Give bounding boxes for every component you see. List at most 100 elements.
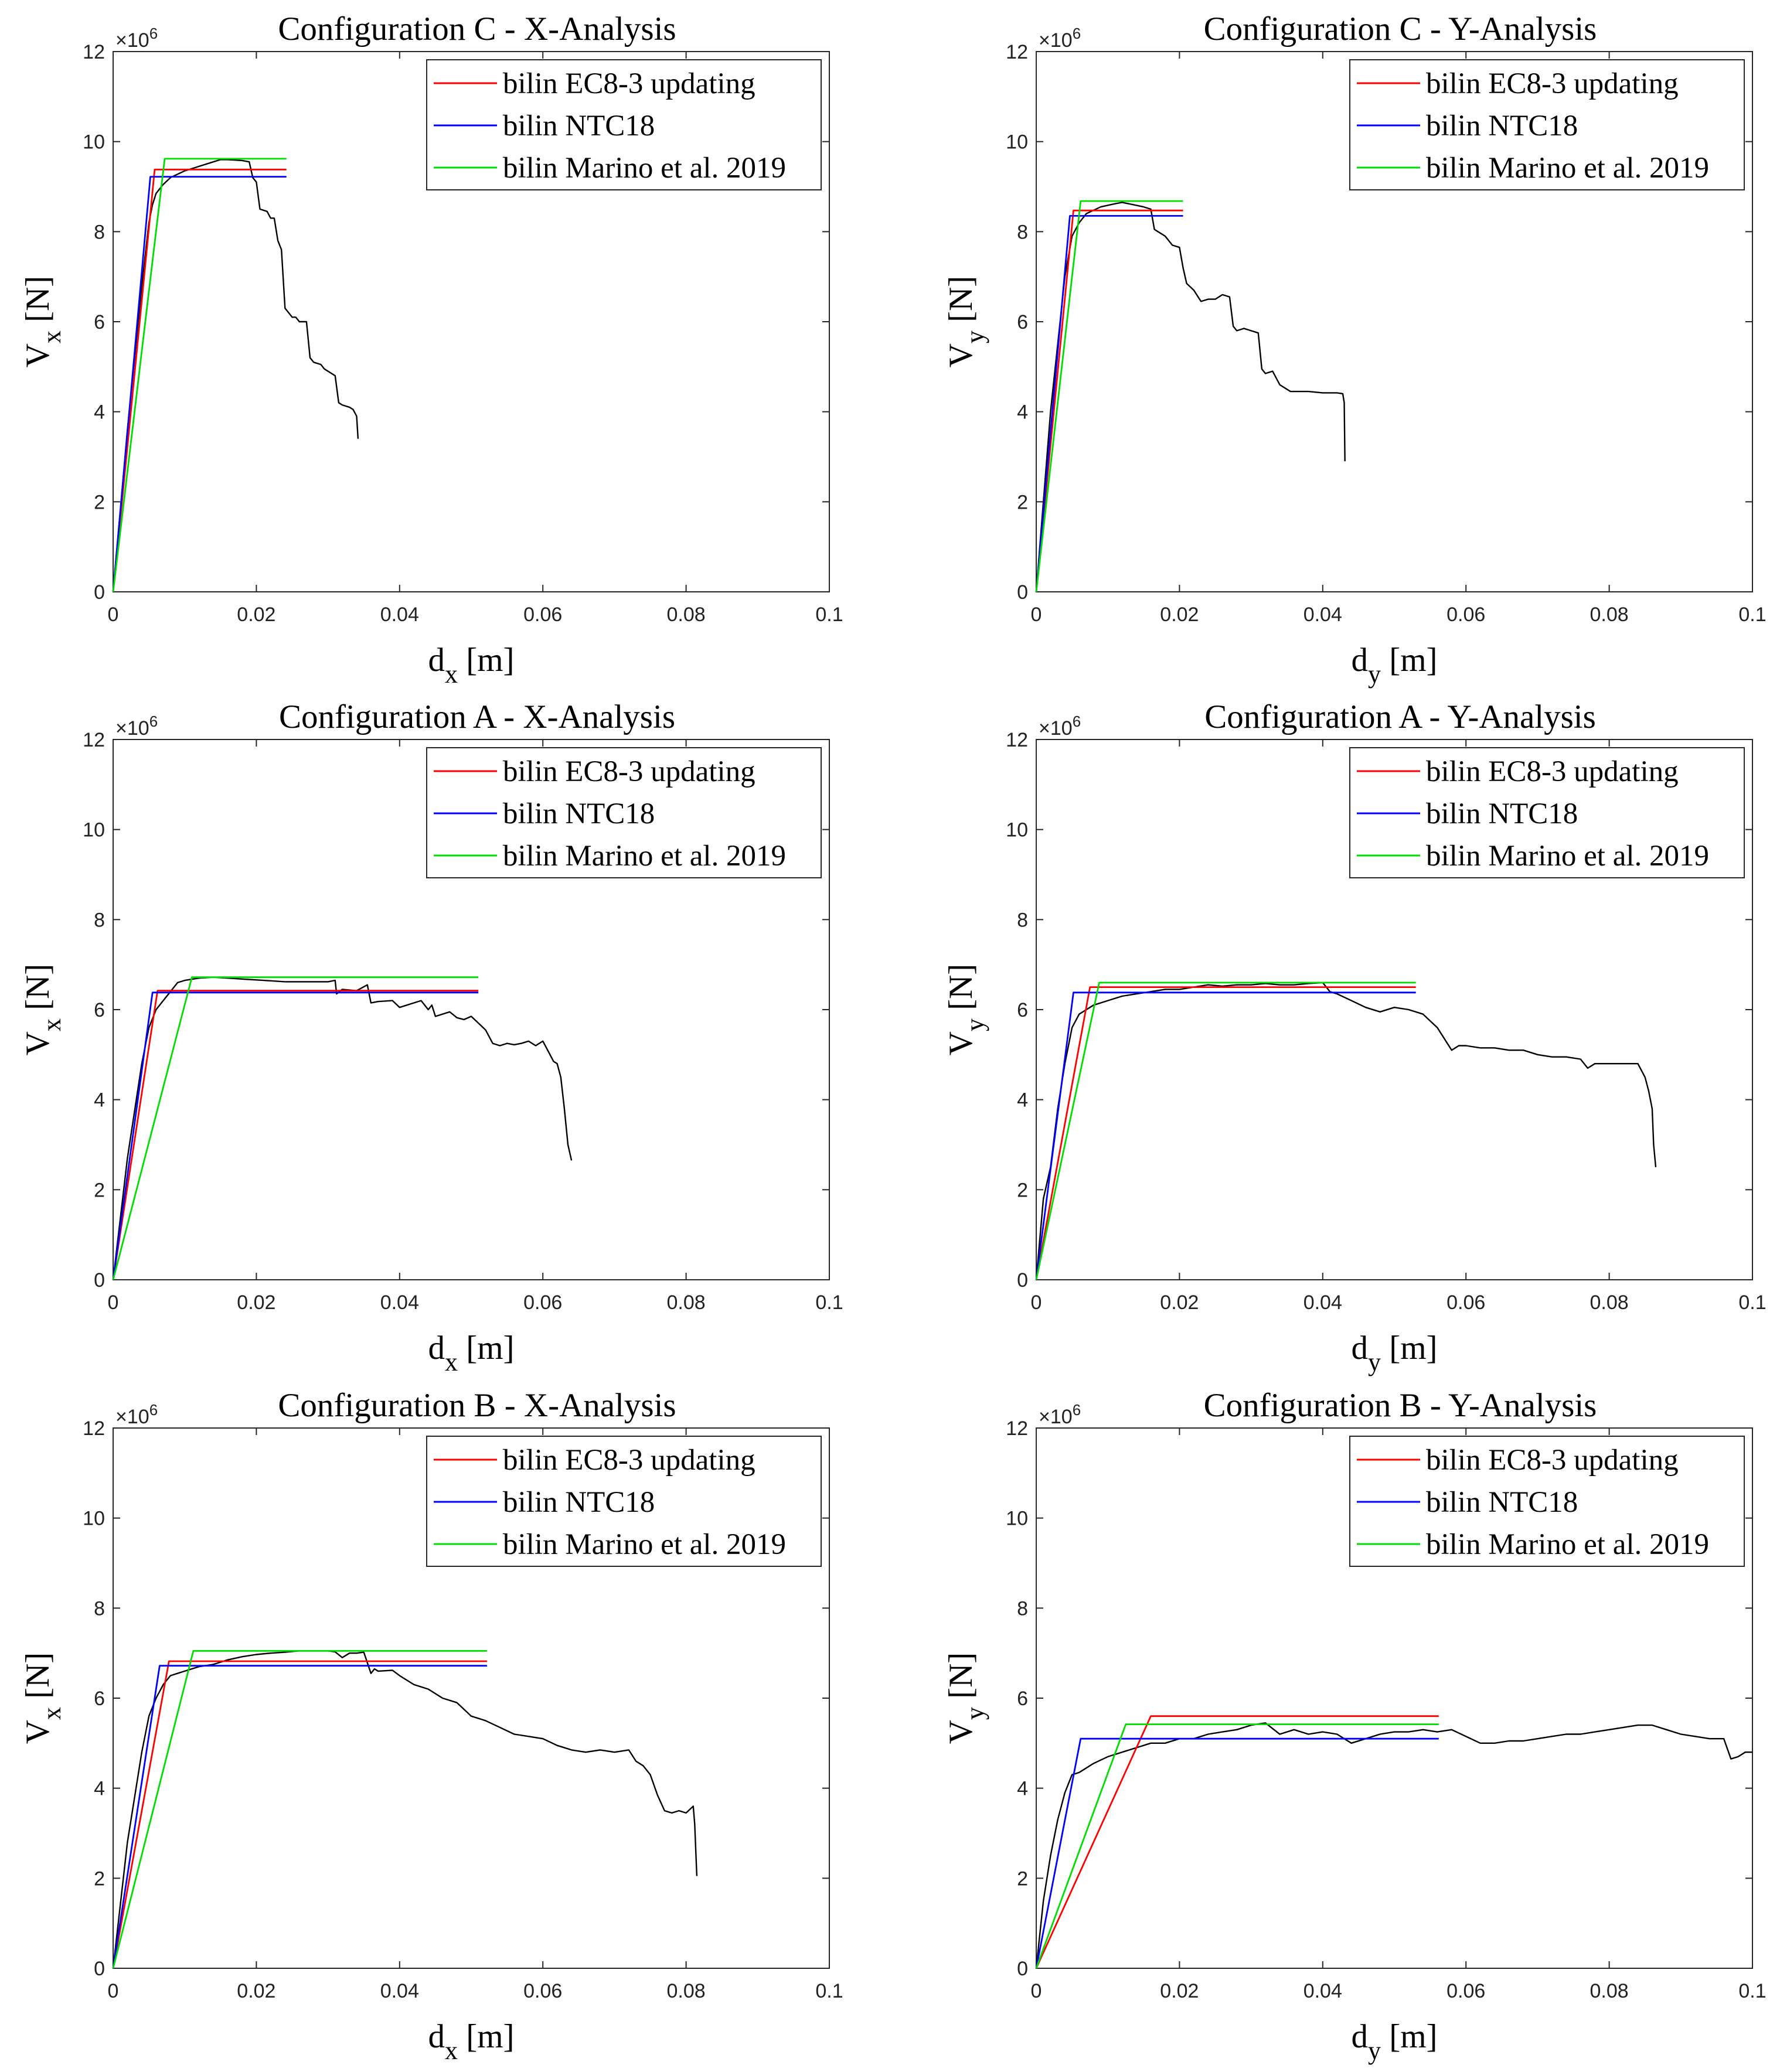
y-tick-label: 0	[1017, 1958, 1028, 1980]
chart-title: Configuration C - X-Analysis	[278, 11, 676, 47]
series-line-2	[1035, 991, 1416, 1280]
y-tick-label: 2	[94, 491, 105, 513]
y-axis-label: Vx [N]	[19, 964, 66, 1056]
x-axis-label-unit: [m]	[1381, 2018, 1438, 2055]
y-tick-label: 12	[1006, 729, 1028, 751]
series-line-3	[112, 158, 287, 592]
y-exponent: ×106	[1039, 25, 1081, 52]
series-line-1	[112, 990, 479, 1280]
y-exponent: ×106	[115, 713, 158, 739]
y-tick-label: 6	[94, 311, 105, 333]
chart-title: Configuration C - Y-Analysis	[1204, 11, 1597, 47]
x-axis-label-unit: [m]	[458, 642, 515, 679]
y-tick-label: 8	[94, 909, 105, 931]
y-axis-label-main: V	[19, 1720, 56, 1744]
x-tick-label: 0.08	[1590, 604, 1629, 626]
x-tick-label: 0	[1031, 1291, 1042, 1314]
x-tick-label: 0.02	[1160, 1980, 1199, 2002]
series-line-1	[112, 168, 287, 592]
x-tick-label: 0.02	[1160, 1291, 1199, 1314]
series-line-1	[112, 1660, 487, 1969]
x-tick-label: 0.06	[1447, 1980, 1485, 2002]
y-exponent-base: ×10	[115, 1406, 149, 1428]
x-tick-label: 0.04	[1303, 604, 1342, 626]
series-line-2	[1035, 214, 1183, 592]
x-tick-label: 0.08	[667, 1980, 706, 2002]
x-tick-label: 0.06	[1447, 604, 1485, 626]
y-axis-label-unit: [N]	[19, 1652, 56, 1707]
y-axis-label: Vy [N]	[942, 1652, 989, 1744]
y-axis-label-sub: x	[38, 1018, 66, 1031]
y-axis-label-main: V	[942, 343, 979, 367]
series-line-2	[1035, 1737, 1439, 1969]
x-tick-label: 0.04	[380, 1980, 419, 2002]
y-tick-label: 4	[94, 401, 105, 424]
x-axis-label-sub: x	[445, 1348, 458, 1376]
y-axis-label-unit: [N]	[942, 276, 979, 330]
x-tick-label: 0.04	[380, 604, 419, 626]
y-exponent-base: ×10	[115, 717, 149, 739]
y-tick-label: 8	[1017, 909, 1028, 931]
y-tick-label: 2	[94, 1179, 105, 1201]
y-axis-label: Vy [N]	[942, 964, 989, 1056]
y-tick-label: 6	[94, 999, 105, 1021]
y-exponent: ×106	[1039, 713, 1081, 739]
y-tick-label: 12	[1006, 41, 1028, 63]
x-tick-label: 0.02	[237, 604, 275, 626]
pushover-curve	[112, 159, 359, 592]
y-axis-label: Vx [N]	[19, 276, 66, 368]
y-tick-label: 0	[94, 1269, 105, 1291]
y-tick-label: 8	[94, 221, 105, 243]
y-tick-label: 2	[1017, 491, 1028, 513]
legend-entry: bilin EC8-3 updating	[503, 1444, 755, 1477]
x-axis-label-sub: y	[1368, 1348, 1381, 1376]
x-axis-label-main: d	[1351, 2018, 1368, 2055]
x-tick-label: 0.02	[1160, 604, 1199, 626]
y-tick-label: 4	[1017, 1089, 1028, 1112]
y-tick-label: 4	[94, 1089, 105, 1112]
chart-title: Configuration A - X-Analysis	[279, 698, 675, 735]
y-exponent-power: 6	[149, 713, 158, 730]
y-tick-label: 10	[83, 819, 105, 841]
y-tick-label: 8	[94, 1597, 105, 1620]
y-tick-label: 10	[1006, 819, 1028, 841]
legend-entry: bilin NTC18	[1426, 110, 1578, 142]
x-tick-label: 0	[1031, 604, 1042, 626]
pushover-curve	[1035, 202, 1346, 592]
y-exponent: ×106	[1039, 1401, 1081, 1428]
chart-title: Configuration B - X-Analysis	[278, 1387, 676, 1424]
y-tick-label: 4	[1017, 1778, 1028, 1800]
series-line-2	[112, 1665, 487, 1969]
y-tick-label: 0	[94, 1958, 105, 1980]
x-tick-label: 0	[1031, 1980, 1042, 2002]
y-tick-label: 6	[94, 1688, 105, 1710]
y-exponent-base: ×10	[1039, 717, 1073, 739]
series-line-2	[112, 176, 287, 592]
y-tick-label: 8	[1017, 221, 1028, 243]
y-axis-label-sub: x	[38, 1707, 66, 1720]
series-line-2	[112, 991, 479, 1280]
pushover-curve	[1035, 982, 1657, 1280]
pushover-curve	[1035, 1722, 1752, 1969]
series-line-3	[112, 976, 479, 1280]
x-tick-label: 0.02	[237, 1980, 275, 2002]
x-tick-label: 0	[108, 1291, 119, 1314]
y-exponent-base: ×10	[1039, 29, 1073, 52]
x-tick-label: 0.02	[237, 1291, 275, 1314]
x-tick-label: 0.04	[380, 1291, 419, 1314]
y-tick-label: 12	[83, 1417, 105, 1440]
legend-entry: bilin NTC18	[503, 798, 655, 830]
x-axis-label: dx [m]	[428, 2018, 514, 2065]
x-axis-label: dx [m]	[428, 642, 514, 689]
series-line-1	[1035, 1715, 1439, 1969]
y-axis-label-main: V	[942, 1720, 979, 1744]
legend-entry: bilin Marino et al. 2019	[503, 1528, 786, 1561]
y-exponent-base: ×10	[1039, 1406, 1073, 1428]
x-tick-label: 0.1	[815, 1291, 843, 1314]
legend-entry: bilin EC8-3 updating	[1426, 1444, 1679, 1477]
